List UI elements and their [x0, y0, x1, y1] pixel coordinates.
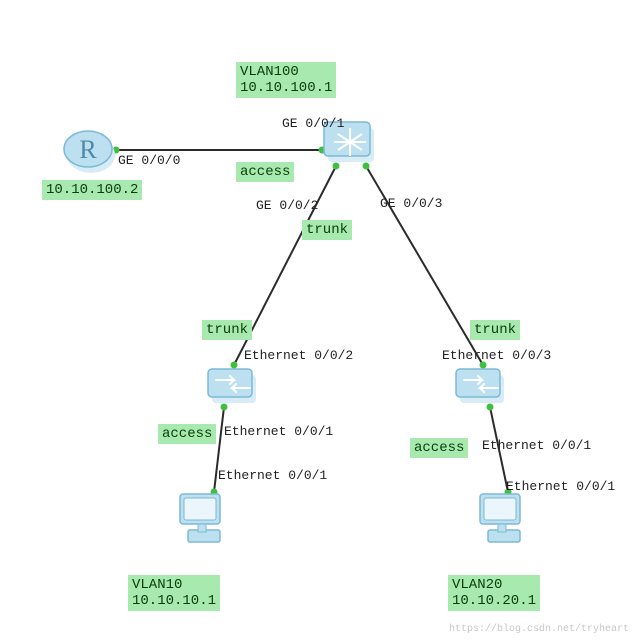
tag-line: trunk: [206, 322, 248, 338]
watermark: https://blog.csdn.net/tryheart: [449, 624, 629, 635]
tag-line: trunk: [474, 322, 516, 338]
tag-l3sw-title: VLAN10010.10.100.1: [236, 62, 336, 98]
switch-icon: [206, 365, 260, 407]
port-label-ge000: GE 0/0/0: [118, 153, 180, 168]
tag-acc-ge001: access: [236, 162, 294, 182]
tag-line: access: [414, 440, 464, 456]
tag-line: trunk: [306, 222, 348, 238]
port-label-ge001: GE 0/0/1: [282, 116, 344, 131]
tag-line: 10.10.100.1: [240, 80, 332, 96]
tag-line: 10.10.10.1: [132, 593, 216, 609]
tag-pc1-title: VLAN1010.10.10.1: [128, 575, 220, 611]
tag-line: 10.10.20.1: [452, 593, 536, 609]
tag-line: 10.10.100.2: [46, 182, 138, 198]
tag-line: access: [162, 426, 212, 442]
port-label-sw2e1: Ethernet 0/0/1: [482, 438, 591, 453]
tag-line: VLAN10: [132, 577, 216, 593]
port-label-pc2e1: Ethernet 0/0/1: [506, 479, 615, 494]
tag-acc-sw2: access: [410, 438, 468, 458]
port-label-ge003: GE 0/0/3: [380, 196, 442, 211]
tag-pc2-title: VLAN2010.10.20.1: [448, 575, 540, 611]
port-label-pc1e1: Ethernet 0/0/1: [218, 468, 327, 483]
tag-line: VLAN20: [452, 577, 536, 593]
pc-icon: [172, 490, 232, 548]
tag-acc-sw1: access: [158, 424, 216, 444]
diagram-canvas: R: [0, 0, 635, 641]
port-label-e002: Ethernet 0/0/2: [244, 348, 353, 363]
tag-trunk-ge002: trunk: [302, 220, 352, 240]
port-label-e003: Ethernet 0/0/3: [442, 348, 551, 363]
svg-text:R: R: [79, 135, 97, 164]
tag-trunk-e002: trunk: [202, 320, 252, 340]
tag-line: access: [240, 164, 290, 180]
router-icon: R: [60, 125, 116, 173]
pc-icon: [472, 490, 532, 548]
tag-router-ip: 10.10.100.2: [42, 180, 142, 200]
port-label-ge002: GE 0/0/2: [256, 198, 318, 213]
switch-icon: [454, 365, 508, 407]
port-label-sw1e1: Ethernet 0/0/1: [224, 424, 333, 439]
tag-trunk-e003: trunk: [470, 320, 520, 340]
tag-line: VLAN100: [240, 64, 332, 80]
